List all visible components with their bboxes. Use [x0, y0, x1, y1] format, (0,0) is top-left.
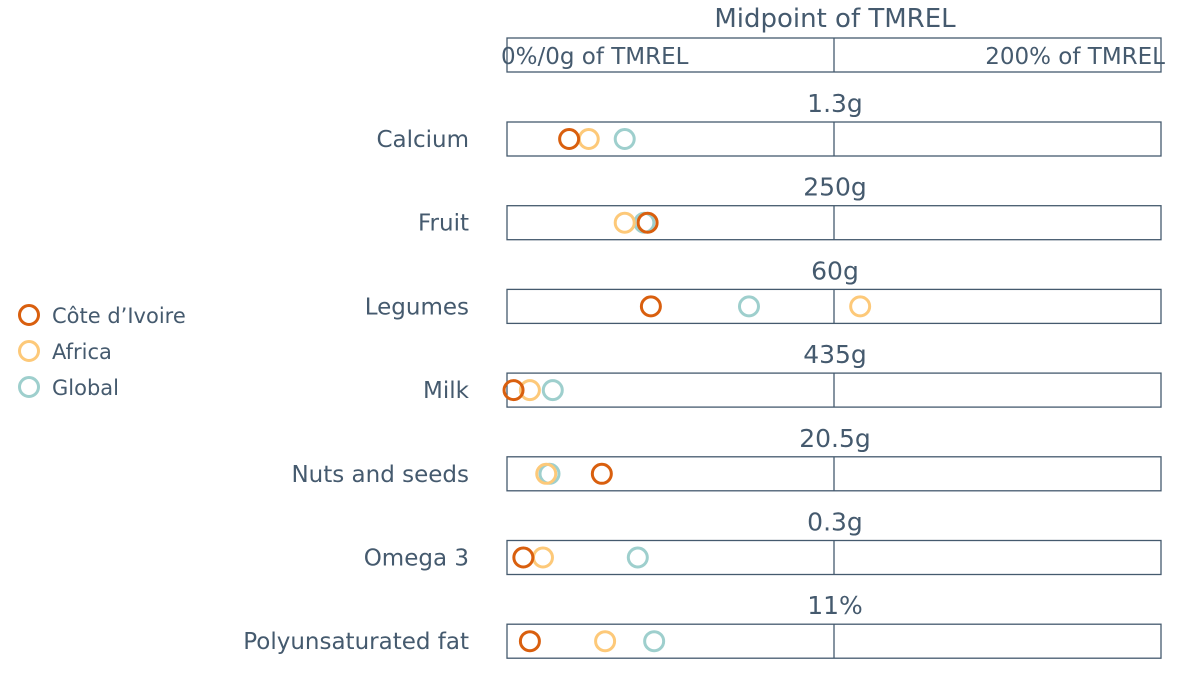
midpoint-value-label: 0.3g	[807, 508, 863, 537]
midpoint-value-label: 250g	[803, 173, 867, 202]
row-calcium: Calcium 1.3g	[376, 89, 1162, 157]
point-global-omega-3	[626, 546, 649, 569]
point-global-polyunsaturated-fat	[643, 630, 666, 653]
scale-left-label: 0%/0g of TMREL	[501, 44, 689, 70]
legend-marker	[18, 340, 40, 362]
midpoint-value-label: 60g	[811, 256, 859, 285]
legend-item-africa: Africa	[18, 340, 112, 364]
midpoint-value-label: 1.3g	[807, 89, 863, 118]
category-label: Calcium	[376, 127, 469, 153]
point-africa-omega-3	[531, 546, 554, 569]
midpoint-value-label: 435g	[803, 340, 867, 369]
point-cote-d-ivoire-fruit	[636, 211, 659, 234]
category-label: Polyunsaturated fat	[243, 629, 469, 655]
legend-label: Global	[52, 376, 119, 400]
point-global-legumes	[737, 295, 760, 318]
category-label: Milk	[423, 378, 470, 404]
legend-label: Africa	[52, 340, 112, 364]
row-polyunsaturated-fat: Polyunsaturated fat 11%	[243, 591, 1162, 659]
chart-title: Midpoint of TMREL	[714, 4, 956, 34]
point-africa-legumes	[849, 295, 872, 318]
scale-right-label: 200% of TMREL	[985, 44, 1165, 70]
point-cote-d-ivoire-calcium	[558, 128, 581, 150]
row-fruit: Fruit 250g	[418, 173, 1162, 241]
legend-label: Côte d’Ivoire	[52, 304, 186, 328]
chart-rows: Calcium 1.3g Fruit 250g Legumes 60g Milk 435g Nu…	[243, 89, 1162, 659]
point-cote-d-ivoire-omega-3	[512, 546, 535, 569]
legend: Côte d’Ivoire Africa Global	[18, 304, 186, 400]
legend-marker	[18, 376, 40, 398]
point-cote-d-ivoire-milk	[502, 379, 525, 402]
point-global-milk	[541, 379, 564, 402]
legend-item-global: Global	[18, 376, 119, 400]
category-label: Omega 3	[364, 546, 469, 572]
point-africa-fruit	[613, 211, 636, 234]
row-milk: Milk 435g	[423, 340, 1162, 408]
row-omega-3: Omega 3 0.3g	[364, 508, 1162, 576]
point-africa-polyunsaturated-fat	[594, 630, 617, 653]
point-global-calcium	[613, 128, 636, 150]
legend-item-cote-d-ivoire: Côte d’Ivoire	[18, 304, 186, 328]
point-africa-calcium	[577, 128, 600, 150]
point-africa-milk	[518, 379, 541, 402]
point-africa-nuts-and-seeds	[535, 462, 558, 485]
row-legumes: Legumes 60g	[365, 256, 1162, 325]
point-cote-d-ivoire-legumes	[639, 295, 662, 318]
midpoint-value-label: 20.5g	[799, 424, 871, 453]
midpoint-value-label: 11%	[807, 591, 863, 620]
row-nuts-and-seeds: Nuts and seeds 20.5g	[291, 424, 1162, 492]
category-label: Fruit	[418, 211, 469, 237]
point-cote-d-ivoire-polyunsaturated-fat	[518, 630, 541, 653]
category-label: Legumes	[365, 294, 469, 320]
category-label: Nuts and seeds	[291, 462, 469, 488]
point-cote-d-ivoire-nuts-and-seeds	[590, 462, 613, 485]
legend-marker	[18, 304, 40, 326]
